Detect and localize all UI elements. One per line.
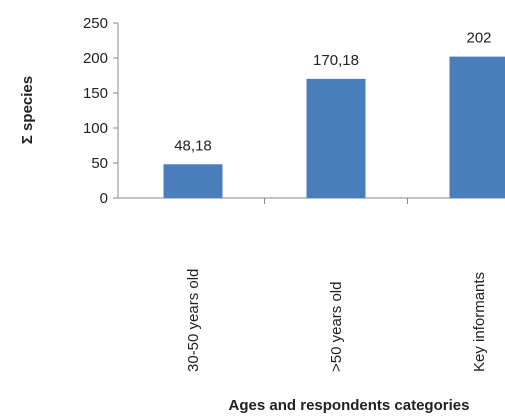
data-label: 170,18 [313,52,359,69]
y-tick-label: 150 [83,85,108,102]
data-labels: 48,18 170,18 202 [174,30,491,155]
y-axis-title: Σ species [19,76,36,144]
category-label: 30-50 years old [185,269,202,372]
y-tick-label: 100 [83,120,108,137]
category-label: Key informants [471,272,488,372]
category-label: >50 years old [328,282,345,372]
bar [449,56,505,198]
bar [306,78,366,198]
category-labels: 30-50 years old >50 years old Key informan… [185,269,488,372]
y-tick-label: 250 [83,15,108,32]
x-axis-title: Ages and respondents categories [229,397,470,414]
y-tick-label: 0 [100,190,108,207]
y-tick-label: 200 [83,50,108,67]
bar [163,164,223,198]
bars [163,56,505,198]
y-axis: 0 50 100 150 200 250 [83,15,505,207]
data-label: 48,18 [174,137,212,154]
y-tick-label: 50 [91,155,108,172]
data-label: 202 [466,30,491,47]
